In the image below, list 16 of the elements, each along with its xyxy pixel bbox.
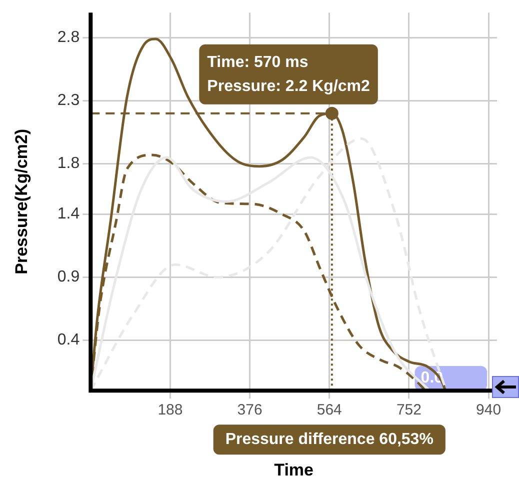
x-tick-label: 564 [316, 402, 342, 419]
x-tick-label: 376 [237, 402, 262, 419]
annotation: Time: 570 ms [207, 54, 308, 71]
y-axis-title: Pressure(Kg/cm2) [12, 128, 31, 274]
x-axis-title: Time [274, 460, 314, 480]
y-tick-label: 2.8 [57, 29, 80, 46]
annotation: Pressure: 2.2 Kg/cm2 [207, 78, 370, 95]
y-tick-label: 1.4 [57, 206, 80, 223]
y-tick-label: 0.4 [57, 332, 80, 349]
y-tick-label: 1.8 [57, 155, 80, 172]
x-tick-label: 940 [476, 402, 502, 419]
text: Pressure difference 60,53% [225, 431, 434, 448]
x-tick-label: 188 [158, 402, 183, 419]
x-tick-label: 752 [396, 402, 422, 419]
y-tick-label: 2.3 [57, 92, 80, 110]
y-tick-label: 0.9 [57, 268, 80, 286]
